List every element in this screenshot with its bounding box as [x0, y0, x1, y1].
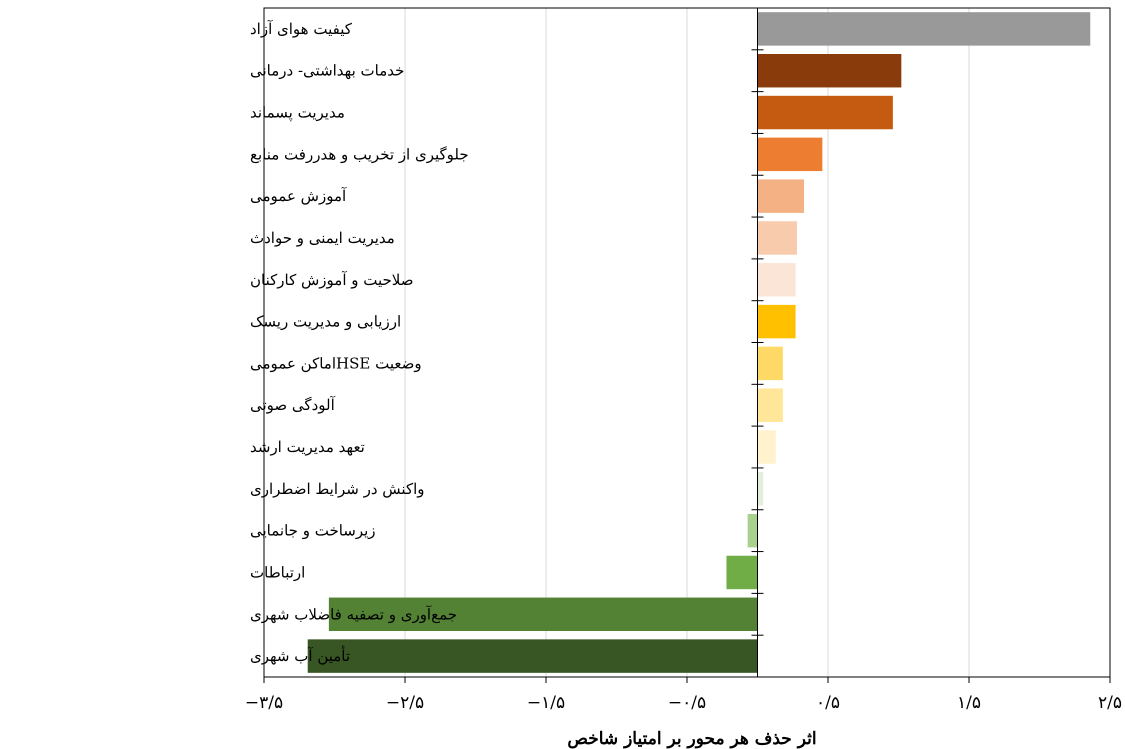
category-label: جلوگیری از تخریب و هدررفت منابع — [250, 145, 469, 163]
bar — [757, 137, 823, 172]
bar — [757, 304, 796, 339]
category-label: تعهد مدیریت ارشد — [250, 438, 365, 456]
category-label: تأمین آب شهری — [250, 646, 350, 665]
category-label: ارتباطات — [250, 563, 305, 581]
category-label: ارزیابی و مدیریت ریسک — [250, 313, 401, 331]
category-ticks — [751, 49, 764, 636]
category-label: وضعیت HSEاماکن عمومی — [250, 354, 422, 372]
bar — [307, 639, 758, 673]
category-labels: کیفیت هوای آزاد خدمات بهداشتی- درمانی مدیر… — [250, 20, 469, 665]
bar — [328, 597, 758, 632]
x-tick-label: ۲/۵ — [1098, 693, 1122, 713]
bar — [757, 221, 797, 255]
category-label: کیفیت هوای آزاد — [250, 20, 353, 38]
category-label: صلاحیت و آموزش کارکنان — [250, 271, 413, 289]
bar — [757, 263, 796, 297]
category-label: جمع‌آوری و تصفیه فاضلاب شهری — [250, 605, 457, 623]
bars — [307, 12, 1091, 673]
bar — [757, 472, 764, 506]
x-tick-label: −۱/۵ — [527, 693, 565, 713]
bar — [757, 179, 805, 213]
bar — [757, 430, 776, 464]
bar — [757, 346, 783, 381]
x-tick-label: −۰/۵ — [668, 693, 706, 713]
category-label: واکنش در شرایط اضطراری — [250, 480, 425, 498]
bar — [757, 53, 902, 88]
bar — [757, 388, 783, 422]
category-label: آموزش عمومی — [250, 187, 347, 205]
bar — [747, 513, 758, 548]
x-tick-label: ۰/۵ — [816, 693, 840, 713]
category-label: خدمات بهداشتی- درمانی — [250, 62, 404, 80]
x-tick-label: −۳/۵ — [245, 693, 283, 713]
bar — [757, 95, 893, 130]
x-axis-title: اثر حذف هر محور بر امتیاز شاخص — [567, 729, 816, 749]
category-label: مدیریت پسماند — [250, 104, 345, 122]
category-label: مدیریت ایمنی و حوادث — [250, 229, 395, 247]
x-tick-label: ۱/۵ — [957, 693, 981, 713]
bar — [757, 12, 1091, 46]
category-label: آلودگی صوتی — [250, 396, 336, 414]
x-tick-label: −۲/۵ — [386, 693, 424, 713]
category-label: زیرساخت و جانمایی — [250, 522, 376, 540]
x-axis-ticks: −۳/۵ −۲/۵ −۱/۵ −۰/۵ ۰/۵ ۱/۵ ۲/۵ — [245, 677, 1122, 713]
bar — [726, 555, 758, 590]
